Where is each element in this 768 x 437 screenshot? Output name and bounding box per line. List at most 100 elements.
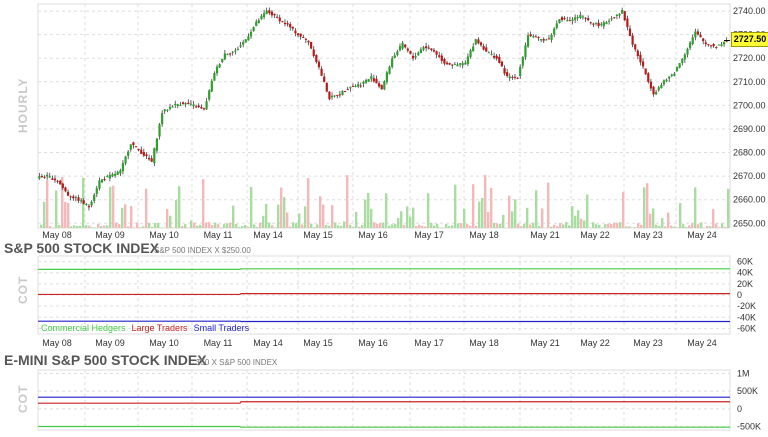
cot1-x-tick: May 23 bbox=[633, 338, 663, 348]
candle-body bbox=[553, 28, 555, 34]
candle-body bbox=[43, 177, 45, 178]
candle-body bbox=[608, 21, 610, 22]
volume-bar bbox=[394, 224, 396, 228]
volume-bar bbox=[40, 225, 42, 228]
volume-bar bbox=[475, 226, 477, 228]
candle-body bbox=[425, 46, 427, 48]
volume-bar bbox=[628, 226, 630, 228]
candle-body bbox=[292, 27, 294, 29]
volume-bar bbox=[370, 209, 372, 228]
candle-body bbox=[54, 179, 56, 181]
candle-body bbox=[46, 175, 48, 177]
volume-bar bbox=[532, 223, 534, 228]
volume-bar bbox=[655, 225, 657, 228]
volume-bar bbox=[460, 223, 462, 228]
volume-bar bbox=[292, 222, 294, 228]
candle-body bbox=[166, 110, 168, 111]
candle-body bbox=[114, 174, 116, 176]
candle-body bbox=[51, 178, 53, 179]
volume-bar bbox=[454, 185, 456, 228]
candle-body bbox=[328, 92, 330, 100]
candle-body bbox=[686, 49, 688, 55]
candle-body bbox=[156, 139, 158, 151]
legend-small-traders: Small Traders bbox=[194, 323, 250, 333]
volume-bar bbox=[643, 187, 645, 228]
candle-body bbox=[109, 175, 111, 178]
candle-body bbox=[258, 20, 260, 23]
candle-body bbox=[192, 104, 194, 106]
candle-body bbox=[506, 72, 508, 76]
candle-body bbox=[273, 14, 275, 15]
cot1-y-tick: 40K bbox=[737, 268, 753, 278]
volume-bar bbox=[124, 204, 126, 228]
volume-bar bbox=[334, 222, 336, 228]
candle-body bbox=[388, 67, 390, 74]
volume-bar bbox=[103, 225, 105, 228]
volume-bar bbox=[574, 216, 576, 228]
volume-bar bbox=[556, 226, 558, 228]
volume-bar bbox=[94, 227, 96, 228]
volume-bar bbox=[490, 188, 492, 228]
volume-bar bbox=[364, 200, 366, 228]
candle-body bbox=[190, 104, 192, 105]
candle-body bbox=[540, 39, 542, 40]
volume-bar bbox=[535, 190, 537, 228]
candle-body bbox=[117, 172, 119, 175]
volume-bar bbox=[73, 225, 75, 228]
candle-body bbox=[148, 158, 150, 159]
candle-body bbox=[172, 107, 174, 108]
candle-body bbox=[360, 85, 362, 86]
volume-bar bbox=[304, 206, 306, 228]
volume-bar bbox=[100, 226, 102, 228]
candle-body bbox=[433, 50, 435, 52]
candle-body bbox=[140, 150, 142, 154]
volume-bar bbox=[610, 224, 612, 228]
volume-bar bbox=[547, 183, 549, 228]
candle-body bbox=[38, 176, 40, 178]
candle-body bbox=[213, 73, 215, 81]
cot1-x-tick: May 17 bbox=[414, 338, 444, 348]
candle-body bbox=[673, 74, 675, 76]
volume-bar bbox=[244, 225, 246, 228]
price-x-tick: May 24 bbox=[687, 230, 717, 240]
volume-bar bbox=[322, 204, 324, 228]
volume-bar bbox=[358, 227, 360, 228]
candle-body bbox=[98, 180, 100, 188]
candle-body bbox=[284, 23, 286, 24]
candle-body bbox=[579, 15, 581, 18]
candle-body bbox=[130, 144, 132, 149]
price-y-tick: 2710.00 bbox=[733, 77, 766, 87]
volume-bar bbox=[196, 226, 198, 228]
candle-body bbox=[720, 44, 722, 46]
volume-bar bbox=[85, 225, 87, 228]
volume-bar bbox=[127, 226, 129, 228]
cot1-y-tick: 20K bbox=[737, 279, 753, 289]
candle-body bbox=[409, 51, 411, 54]
candle-body bbox=[483, 46, 485, 50]
candle-body bbox=[582, 16, 584, 17]
candle-body bbox=[590, 22, 592, 23]
candle-body bbox=[305, 39, 307, 40]
candle-body bbox=[268, 10, 270, 13]
candle-body bbox=[289, 24, 291, 27]
volume-bar bbox=[181, 226, 183, 228]
candle-body bbox=[561, 17, 563, 20]
candle-body bbox=[402, 43, 404, 49]
volume-bar bbox=[721, 223, 723, 228]
candle-body bbox=[64, 187, 66, 191]
candle-body bbox=[145, 154, 147, 156]
candle-body bbox=[543, 39, 545, 41]
price-y-tick: 2690.00 bbox=[733, 124, 766, 134]
candle-body bbox=[530, 34, 532, 36]
candle-body bbox=[357, 84, 359, 86]
volume-bar bbox=[397, 218, 399, 228]
volume-bar bbox=[265, 204, 267, 228]
cot1-y-tick: 0 bbox=[737, 290, 742, 300]
candle-body bbox=[151, 158, 153, 161]
candle-body bbox=[373, 78, 375, 81]
candle-body bbox=[127, 152, 129, 156]
volume-bar bbox=[226, 223, 228, 228]
candle-body bbox=[713, 44, 715, 46]
candle-body bbox=[493, 56, 495, 58]
candle-body bbox=[469, 50, 471, 57]
